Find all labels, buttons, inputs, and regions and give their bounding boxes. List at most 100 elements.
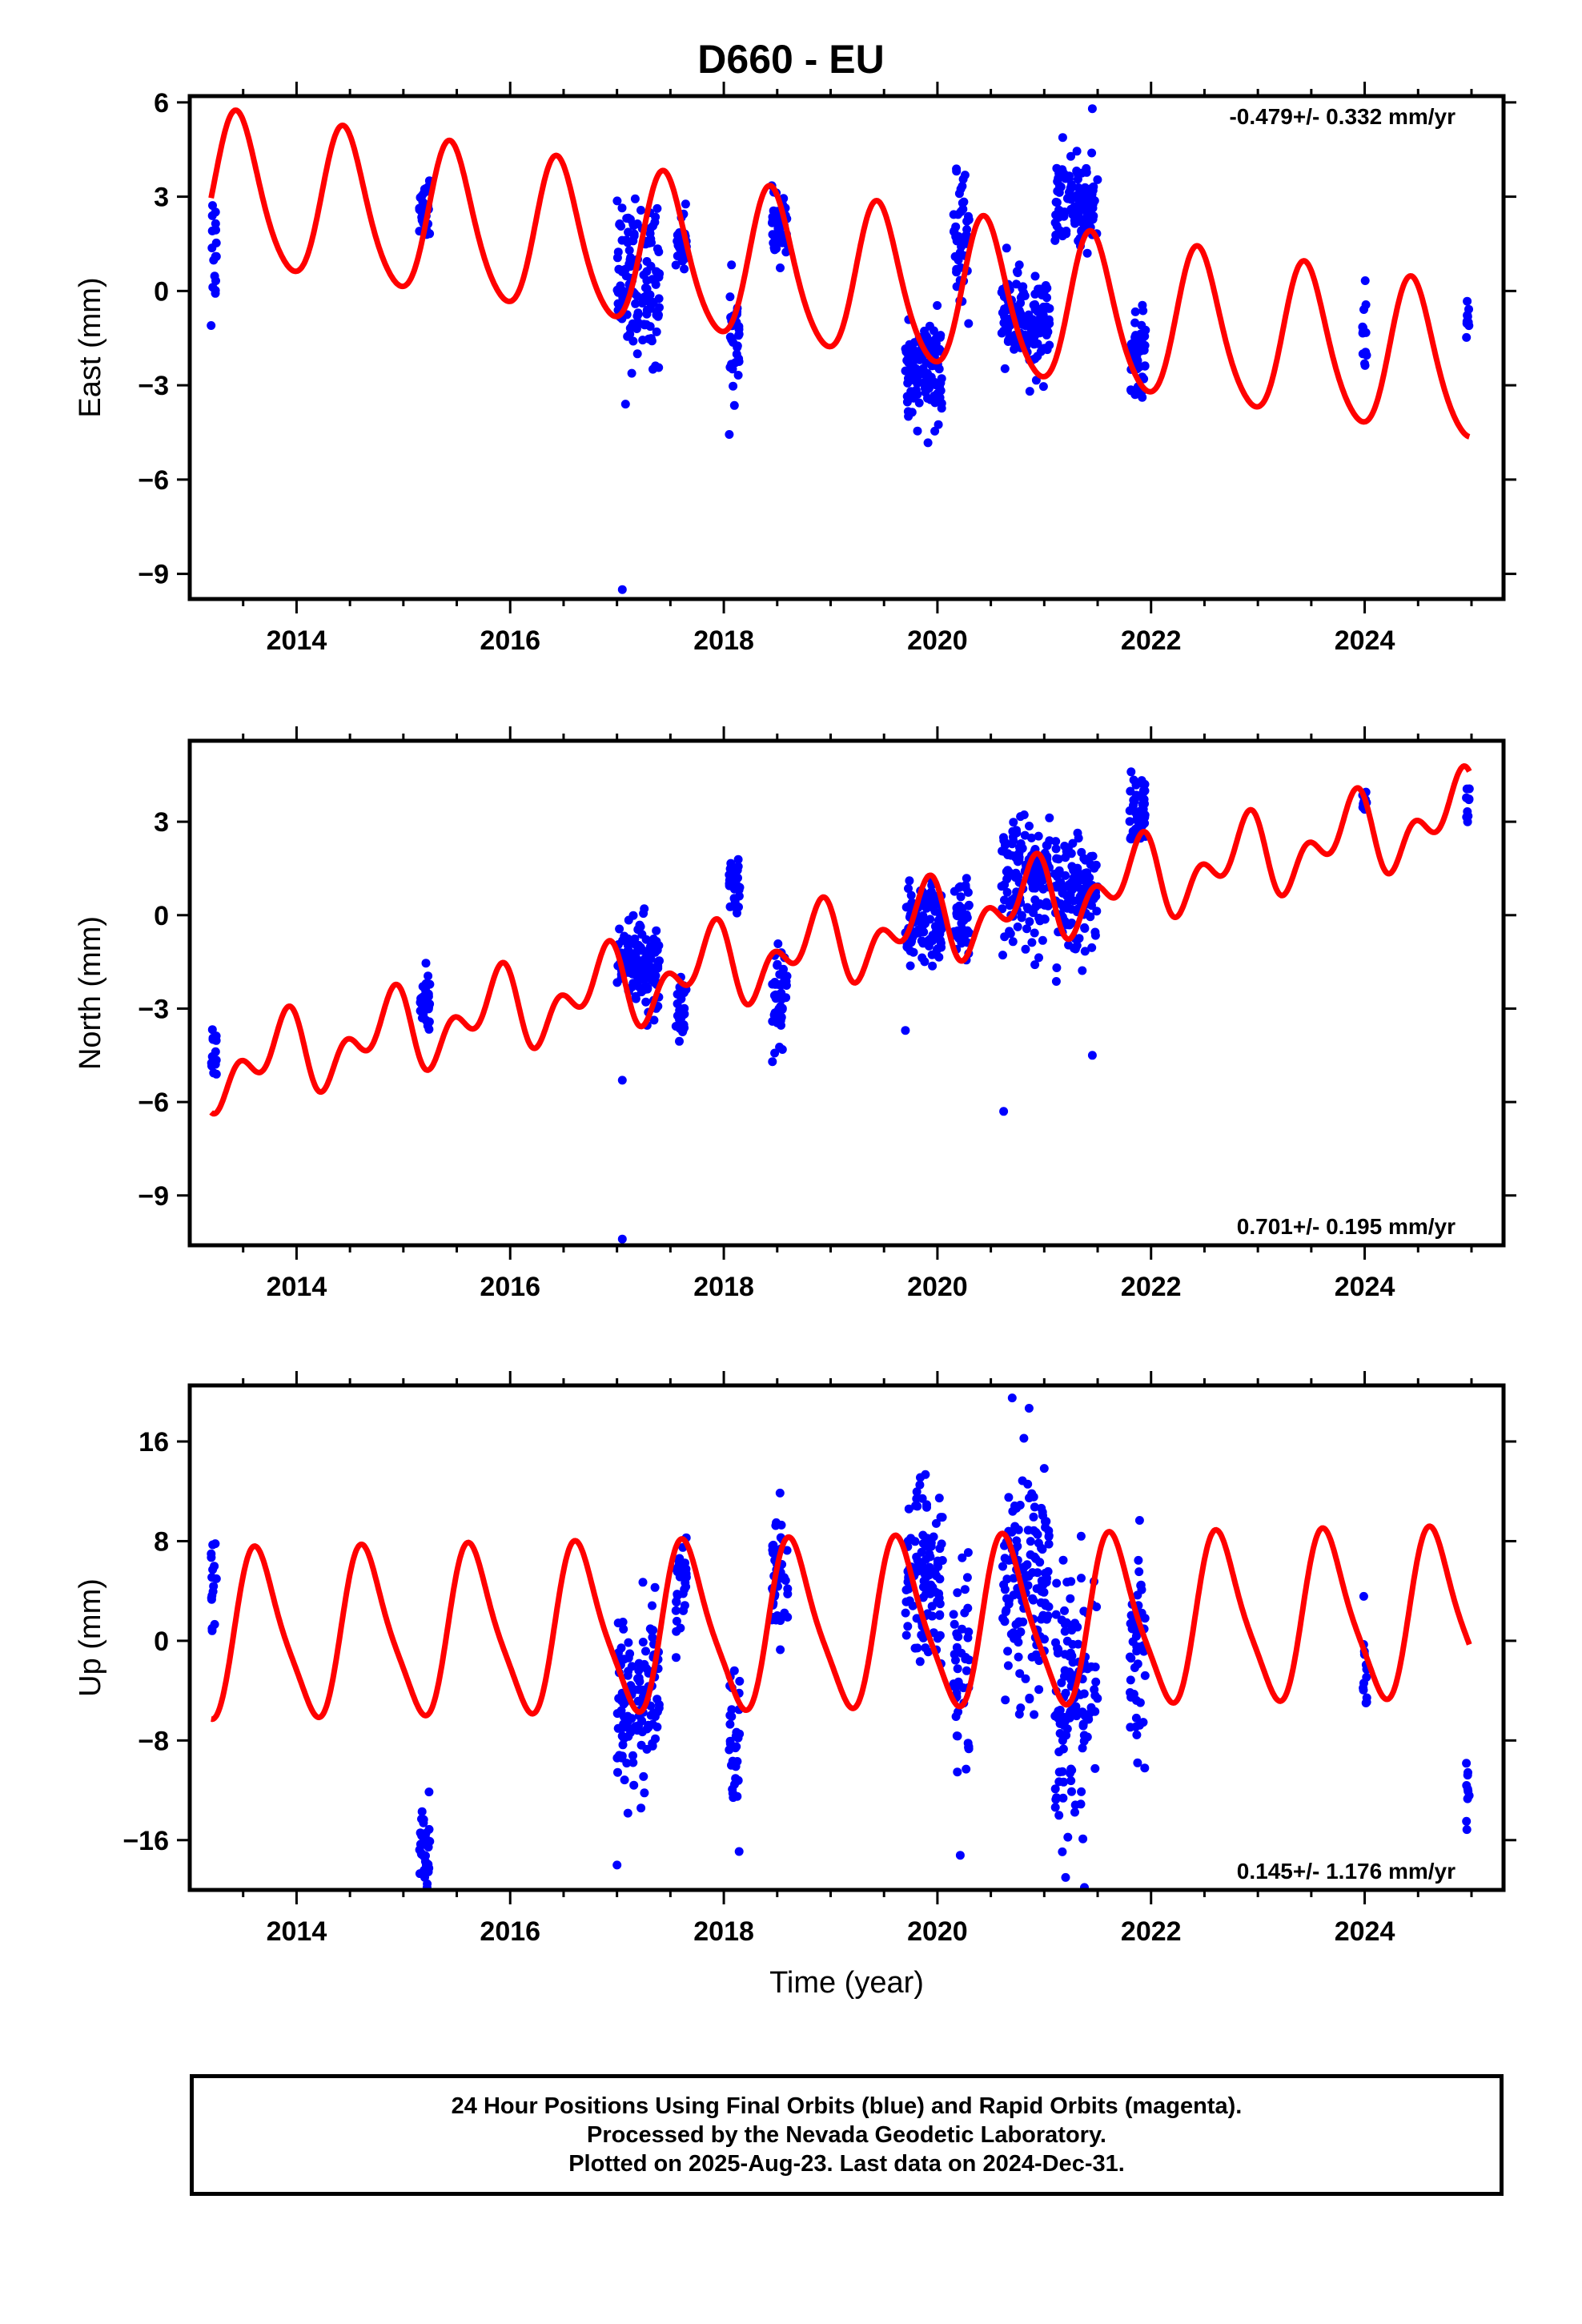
data-point <box>618 1618 628 1626</box>
x-tick-label: 2016 <box>480 625 540 656</box>
data-point <box>952 903 962 912</box>
data-point <box>1060 1626 1070 1636</box>
data-point <box>917 936 926 946</box>
data-point <box>1462 1759 1472 1768</box>
data-point <box>1138 788 1148 798</box>
data-point <box>416 1006 425 1015</box>
data-point <box>1044 1539 1054 1549</box>
data-point <box>1008 1506 1018 1516</box>
data-point <box>637 930 647 939</box>
data-point <box>1066 1621 1076 1630</box>
data-point <box>1078 1834 1088 1844</box>
data-point <box>672 1653 681 1663</box>
data-point <box>1023 1581 1033 1590</box>
data-point <box>1134 1516 1144 1525</box>
data-point <box>1030 1502 1039 1512</box>
data-point <box>912 1552 921 1562</box>
data-points-1 <box>207 104 1474 594</box>
data-point <box>652 1695 662 1704</box>
data-point <box>1062 227 1071 235</box>
data-point <box>773 961 782 970</box>
data-point <box>1130 307 1140 316</box>
data-point <box>733 371 743 380</box>
data-point <box>1061 903 1070 911</box>
data-point <box>963 1548 973 1558</box>
data-point <box>636 1803 646 1813</box>
data-point <box>1052 854 1062 863</box>
data-point <box>952 164 962 174</box>
data-point <box>612 196 622 206</box>
y-tick-label: −3 <box>138 994 169 1024</box>
data-point <box>1030 928 1039 938</box>
data-point <box>1014 855 1024 864</box>
data-point <box>1062 1636 1072 1646</box>
data-point <box>639 1771 648 1781</box>
data-point <box>1073 175 1082 184</box>
data-point <box>613 1767 622 1777</box>
data-point <box>1023 1479 1033 1489</box>
y-tick-label: −3 <box>138 371 169 401</box>
data-point <box>646 234 656 243</box>
data-point <box>1067 192 1077 202</box>
data-point <box>729 381 738 391</box>
data-point <box>931 950 941 959</box>
data-point <box>671 260 681 270</box>
data-point <box>1025 1494 1034 1502</box>
data-point <box>958 1624 966 1634</box>
data-point <box>1000 838 1010 847</box>
data-point <box>675 1572 685 1582</box>
data-point <box>773 939 783 948</box>
data-point <box>211 1047 220 1056</box>
data-point <box>1012 1536 1022 1546</box>
x-tick-label: 2020 <box>907 625 968 656</box>
data-point <box>911 1501 921 1510</box>
data-point <box>1058 1767 1067 1776</box>
data-point <box>1059 1777 1068 1787</box>
data-point <box>1067 1787 1076 1796</box>
data-point <box>1061 1872 1070 1882</box>
data-point <box>417 1807 427 1816</box>
data-point <box>1125 817 1134 826</box>
data-point <box>631 1722 640 1731</box>
data-point <box>1077 1574 1086 1583</box>
data-point <box>1001 1695 1010 1705</box>
data-point <box>1012 1631 1022 1641</box>
data-point <box>1075 1690 1085 1699</box>
data-point <box>1009 1590 1018 1600</box>
data-point <box>917 1494 927 1503</box>
data-point <box>725 1719 735 1729</box>
data-point <box>1135 1642 1145 1651</box>
data-point <box>640 947 649 956</box>
x-tick-label: 2020 <box>907 1916 968 1947</box>
data-point <box>1027 1652 1037 1662</box>
y-tick-label: 0 <box>154 1626 169 1657</box>
data-point <box>905 903 914 912</box>
data-point <box>1033 1568 1042 1578</box>
rate-label: 0.145+/- 1.176 mm/yr <box>1237 1859 1456 1884</box>
data-point <box>1050 218 1060 227</box>
data-point <box>207 1593 216 1602</box>
data-point <box>650 1582 660 1592</box>
data-point <box>615 219 624 228</box>
data-point <box>918 1530 928 1540</box>
data-point <box>640 1659 649 1669</box>
data-point <box>1029 1595 1038 1605</box>
data-point <box>1038 1545 1047 1554</box>
data-point <box>924 941 934 951</box>
data-point <box>616 1643 626 1653</box>
data-point <box>1133 1659 1142 1669</box>
data-point <box>1025 917 1034 927</box>
data-point <box>1080 193 1090 203</box>
y-tick-label: 3 <box>154 807 169 838</box>
data-point <box>649 963 659 973</box>
data-point <box>1036 1598 1046 1607</box>
data-point <box>424 971 433 981</box>
data-point <box>954 934 964 943</box>
data-point <box>1087 1051 1097 1060</box>
data-point <box>1043 1611 1053 1621</box>
data-point <box>671 1606 681 1615</box>
data-point <box>930 1567 940 1577</box>
plot-frame-3 <box>187 1383 1506 1892</box>
data-point <box>653 312 663 321</box>
data-point <box>1066 1675 1076 1684</box>
